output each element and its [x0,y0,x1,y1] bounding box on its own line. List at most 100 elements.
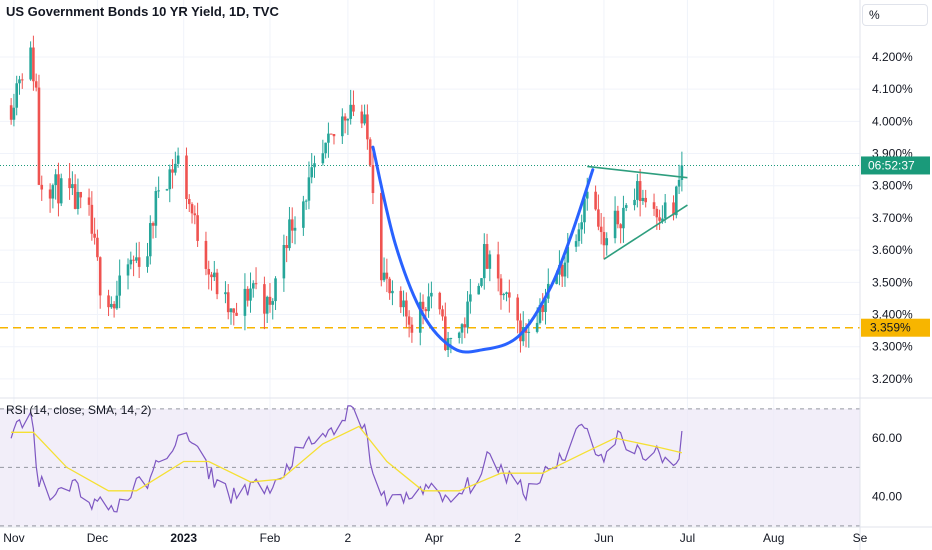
candle-body [9,105,13,120]
candle-body [12,107,16,120]
candle-body [619,224,622,229]
candle-body [502,294,506,296]
candle-body [165,189,169,191]
candle-body [112,303,116,309]
candle-body [263,284,266,314]
candle-body [605,238,609,246]
candle-body [48,189,52,199]
candle-body [438,292,442,310]
candle-body [418,301,422,333]
candle-body [302,201,305,228]
candle-body [154,191,158,226]
candle-body [187,198,191,205]
candle-body [73,184,77,209]
candle-body [271,301,275,305]
candle-body [129,259,133,265]
candle-body [527,331,531,333]
candle-body [193,213,197,216]
y-tick-label: 3.500% [872,275,913,289]
candle-body [430,292,433,297]
candle-body [34,81,38,88]
candle-body [444,316,447,350]
y-tick-label: 3.800% [872,179,913,193]
candle-body [469,294,472,302]
candle-body [115,295,119,309]
y-tick-label: 4.100% [872,82,913,96]
candle-body [132,259,135,261]
candle-body [460,324,464,333]
candle-body [176,155,180,164]
candle-body [577,229,581,242]
candle-body [15,83,18,108]
candle-body [96,237,99,258]
candle-body [538,304,542,323]
candle-body [585,191,589,199]
x-tick-label: Apr [425,531,444,545]
candle-body [449,337,453,339]
candle-body [574,241,578,247]
rsi-indicator-label[interactable]: RSI (14, close, SMA, 14, 2) [6,403,152,417]
candle-body [633,199,636,206]
candle-body [90,204,94,234]
candle-body [677,179,681,187]
candle-body [29,47,32,80]
rsi-lines [10,405,683,513]
rsi-band-background [0,408,860,527]
support-price-label: 3.359% [870,321,911,335]
candle-body [675,186,678,216]
x-tick-label: Jul [680,531,695,545]
candle-body [480,278,483,286]
rsi-band-fill [0,408,860,526]
candle-body [652,202,656,209]
candle-body [204,240,208,269]
candle-body [32,47,35,82]
candle-body [93,233,96,238]
candle-body [644,197,647,203]
candle-body [499,278,503,296]
y-tick-label: 4.000% [872,114,913,128]
candle-body [59,178,63,204]
triangle-lower-line [603,204,688,260]
candle-body [663,202,667,219]
candle-body [87,197,91,205]
chart-title: US Government Bonds 10 YR Yield, 1D, TVC [6,4,279,19]
candle-body [636,181,639,200]
candle-body [185,155,188,199]
candle-body [366,114,369,140]
candle-body [265,296,269,314]
rsi-y-tick-label: 60.00 [872,431,902,445]
candle-body [560,264,564,277]
candle-body [151,223,155,226]
candle-body [382,272,386,281]
candle-body [54,174,57,186]
candle-body [71,184,74,189]
price-scale-unit[interactable]: % [862,4,928,26]
candle-body [213,272,216,278]
candle-body [613,210,617,239]
triangle-upper-line [587,165,688,179]
candle-body [519,320,522,342]
candle-body [427,296,430,312]
candle-body [463,324,467,328]
candle-body [622,207,625,229]
candle-body [207,268,211,275]
x-tick-label: Nov [3,531,24,545]
candle-body [232,308,236,313]
candle-body [332,133,336,137]
candle-body [20,79,24,81]
drawing-overlays [371,145,688,354]
candle-body [174,163,177,173]
candle-body [137,257,141,267]
candle-body [126,264,130,276]
candle-body [599,226,603,233]
candle-body [346,118,350,121]
candle-body [488,254,492,269]
candle-body [371,165,375,194]
candle-body [107,295,110,308]
candle-body [324,142,327,154]
candle-body [76,191,80,209]
candle-body [594,191,597,210]
candle-body [352,104,355,112]
candle-body [304,200,308,202]
x-tick-label: Jun [594,531,613,545]
